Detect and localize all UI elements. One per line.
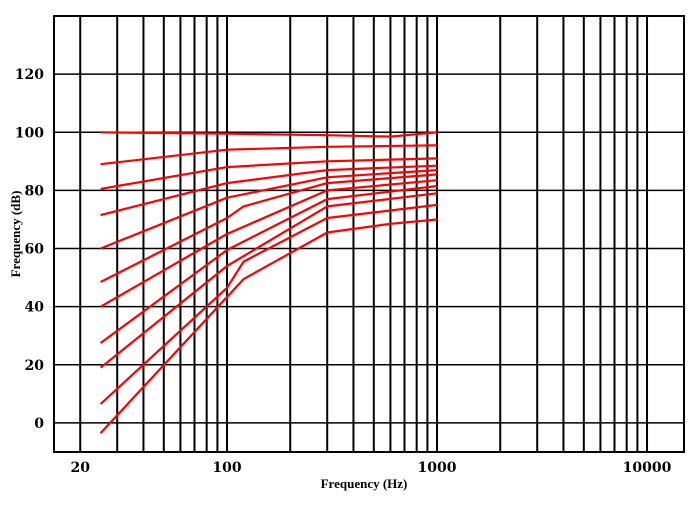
x-axis-title: Frequency (Hz) — [321, 476, 408, 491]
series-line-11 — [99, 218, 438, 434]
series-line-3 — [100, 157, 438, 190]
x-tick-label: 10000 — [623, 460, 672, 476]
x-gridlines — [79, 16, 649, 452]
x-tick-label: 20 — [70, 460, 90, 476]
series-line-10 — [99, 203, 438, 405]
plot-area-frame — [53, 15, 685, 453]
y-tick-label: 20 — [25, 358, 45, 374]
series-line-7 — [100, 179, 438, 308]
series-line-4 — [100, 164, 438, 217]
y-tick-labels: 0 20 40 60 80 100 120 — [15, 67, 44, 432]
series-line-9 — [99, 192, 438, 369]
y-gridlines — [54, 73, 684, 424]
series-line-6 — [100, 173, 438, 283]
y-tick-label: 40 — [25, 300, 45, 316]
y-axis-title: Frequency (dB) — [8, 191, 23, 278]
series-line-1 — [100, 131, 438, 138]
x-tick-label: 1000 — [418, 460, 457, 476]
y-tick-label: 80 — [25, 183, 45, 199]
series-line-5 — [100, 169, 438, 250]
series-line-8 — [99, 184, 438, 344]
y-tick-label: 60 — [25, 242, 45, 258]
y-tick-label: 0 — [34, 416, 44, 432]
x-tick-label: 100 — [212, 460, 241, 476]
series-line-2 — [100, 144, 438, 166]
x-tick-labels: 20 100 1000 10000 — [70, 460, 671, 476]
series-layer — [99, 131, 438, 434]
y-tick-label: 120 — [15, 67, 44, 83]
y-tick-label: 100 — [15, 125, 44, 141]
